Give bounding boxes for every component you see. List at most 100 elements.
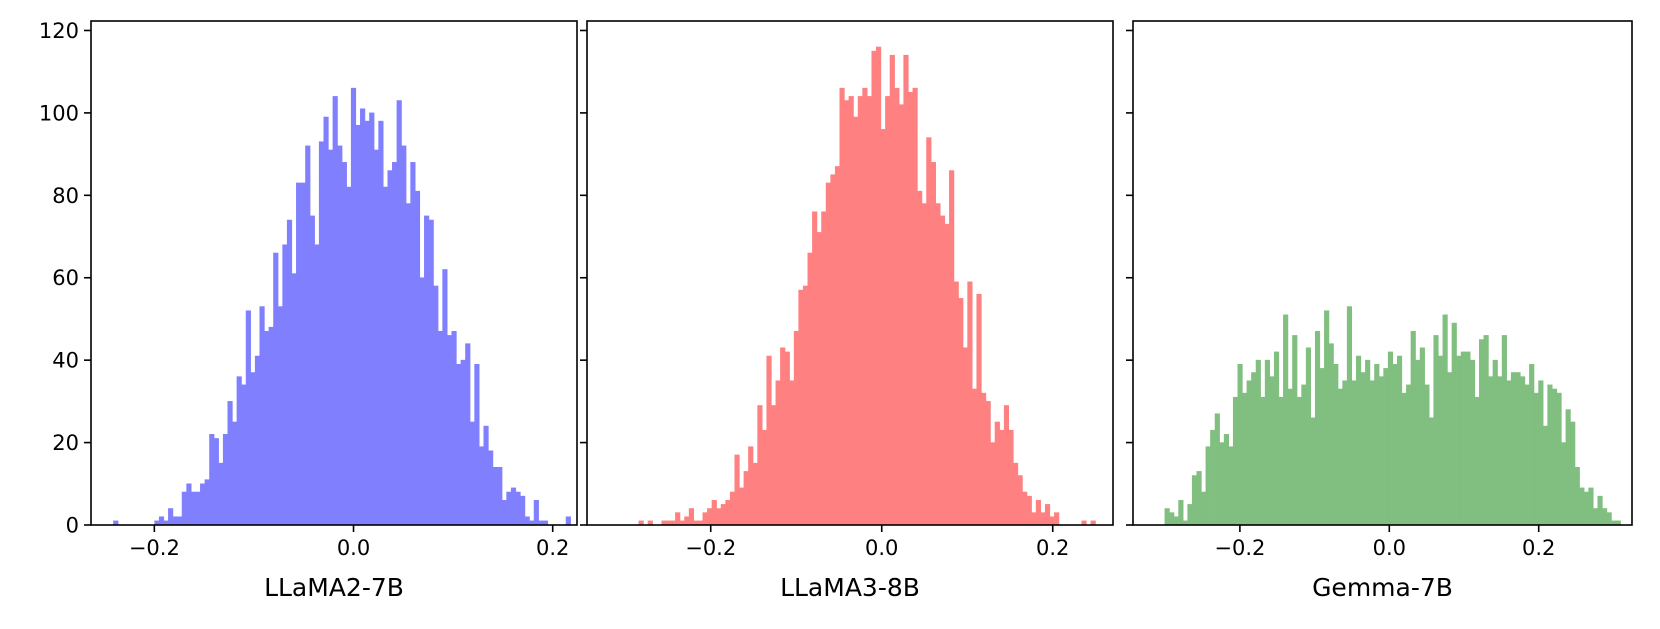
histogram-bar <box>971 388 978 526</box>
histogram-bar <box>949 170 955 526</box>
histogram-bar <box>702 512 708 526</box>
y-tick-label: 60 <box>52 266 79 290</box>
histogram-bar <box>1369 380 1375 526</box>
histogram-bar <box>318 141 325 526</box>
x-tick-label: −0.2 <box>1214 536 1265 560</box>
histogram-bar <box>1031 512 1037 526</box>
histogram-bar <box>990 442 996 526</box>
histogram-bar <box>474 363 480 526</box>
histogram-bar <box>1606 512 1612 526</box>
histogram-bar <box>254 355 261 526</box>
histogram-bar <box>1387 351 1394 526</box>
histogram-bar <box>190 491 197 526</box>
histogram-bar <box>1588 487 1594 526</box>
histogram-bar <box>1219 442 1225 526</box>
histogram-bar <box>921 203 927 526</box>
histogram-bar <box>944 223 950 526</box>
histogram-bar <box>1456 355 1462 526</box>
histogram-bar <box>1022 491 1028 526</box>
x-tick-label: 0.2 <box>536 536 569 560</box>
histogram-bar <box>839 87 845 526</box>
histogram-bar <box>1178 499 1184 526</box>
histogram-bar <box>168 508 174 526</box>
histogram-bar <box>437 331 443 526</box>
histogram-bar <box>341 162 347 526</box>
histogram-bar <box>218 462 224 526</box>
histogram-bar <box>885 96 891 526</box>
histogram-bar <box>1228 446 1234 526</box>
histogram-bar <box>1196 471 1202 526</box>
x-tick-label: −0.2 <box>129 536 180 560</box>
histogram-bar <box>1205 446 1211 526</box>
histogram-bar <box>981 392 987 526</box>
axes-frame <box>90 20 578 526</box>
histogram-bar <box>392 162 398 526</box>
histogram-bar <box>424 215 430 526</box>
histogram-bar <box>492 467 498 526</box>
histogram-bar <box>1017 475 1023 526</box>
histogram-bar <box>419 277 425 526</box>
histogram-bar <box>1442 314 1448 526</box>
histogram-bar <box>1164 508 1170 526</box>
histogram-bar <box>1251 372 1257 526</box>
histogram-bar <box>1044 504 1051 526</box>
histogram-bar <box>360 108 366 526</box>
histogram-bar <box>1035 499 1041 526</box>
histogram-bar <box>1012 462 1019 526</box>
y-tick-label: 80 <box>52 184 79 208</box>
histogram-bar <box>1355 355 1362 526</box>
histogram-bar <box>985 401 991 526</box>
histogram-bar <box>181 491 187 526</box>
histogram-bar <box>245 310 251 526</box>
histogram-bar <box>789 380 795 526</box>
histogram-bar <box>994 421 1000 526</box>
histogram-bar <box>478 446 485 526</box>
x-tick-label: 0.2 <box>1036 536 1069 560</box>
histogram-bar <box>1003 405 1010 526</box>
histogram-bar <box>866 96 873 526</box>
histogram-bar <box>1524 384 1530 526</box>
histogram-bar <box>1401 392 1407 526</box>
histogram-bar <box>524 516 530 526</box>
histogram-bar <box>483 425 489 526</box>
histogram-bar <box>510 487 517 526</box>
histogram-bar <box>766 355 772 526</box>
histogram-bar <box>1310 417 1316 526</box>
histogram-bar <box>314 244 320 526</box>
histogram-panel-1: −0.2 0.0 0.2 0 20 40 60 80 100 120 LLaMA2-7B <box>39 19 578 602</box>
histogram-bar <box>889 54 895 526</box>
histogram-bar <box>222 434 229 526</box>
histogram-bar <box>204 479 210 526</box>
histogram-bar <box>465 343 471 526</box>
histogram-bar <box>684 516 690 526</box>
histogram-bar <box>1488 376 1494 526</box>
histogram-bar <box>1273 351 1280 526</box>
histogram-bar <box>775 380 781 526</box>
histogram-bar <box>488 450 494 526</box>
histogram-bar <box>286 219 293 526</box>
histogram-bar <box>396 100 402 526</box>
y-tick-label: 20 <box>52 431 79 455</box>
histogram-bar <box>1008 429 1014 526</box>
histogram-bar <box>1346 306 1353 526</box>
histogram-bar <box>1374 363 1380 526</box>
histogram-bar <box>401 145 407 526</box>
histogram-bar <box>1054 512 1060 526</box>
histogram-bar <box>1040 512 1046 526</box>
histogram-bar <box>1497 376 1503 526</box>
histogram-bar <box>1337 388 1343 526</box>
histogram-bar <box>414 190 421 526</box>
histogram-bar <box>802 285 809 526</box>
histogram-bar <box>771 405 777 526</box>
histogram-bar <box>1360 372 1366 526</box>
histogram-bar <box>1451 322 1457 526</box>
histogram-bar <box>428 219 434 526</box>
histogram-bar <box>1428 417 1435 526</box>
histogram-bar <box>337 145 343 526</box>
histogram-bar <box>739 487 745 526</box>
axes-frame <box>586 20 1114 526</box>
histogram-bar <box>1169 512 1175 526</box>
histogram-bar <box>1378 376 1384 526</box>
histogram-bar <box>1597 495 1603 526</box>
histogram-bar <box>177 516 183 526</box>
